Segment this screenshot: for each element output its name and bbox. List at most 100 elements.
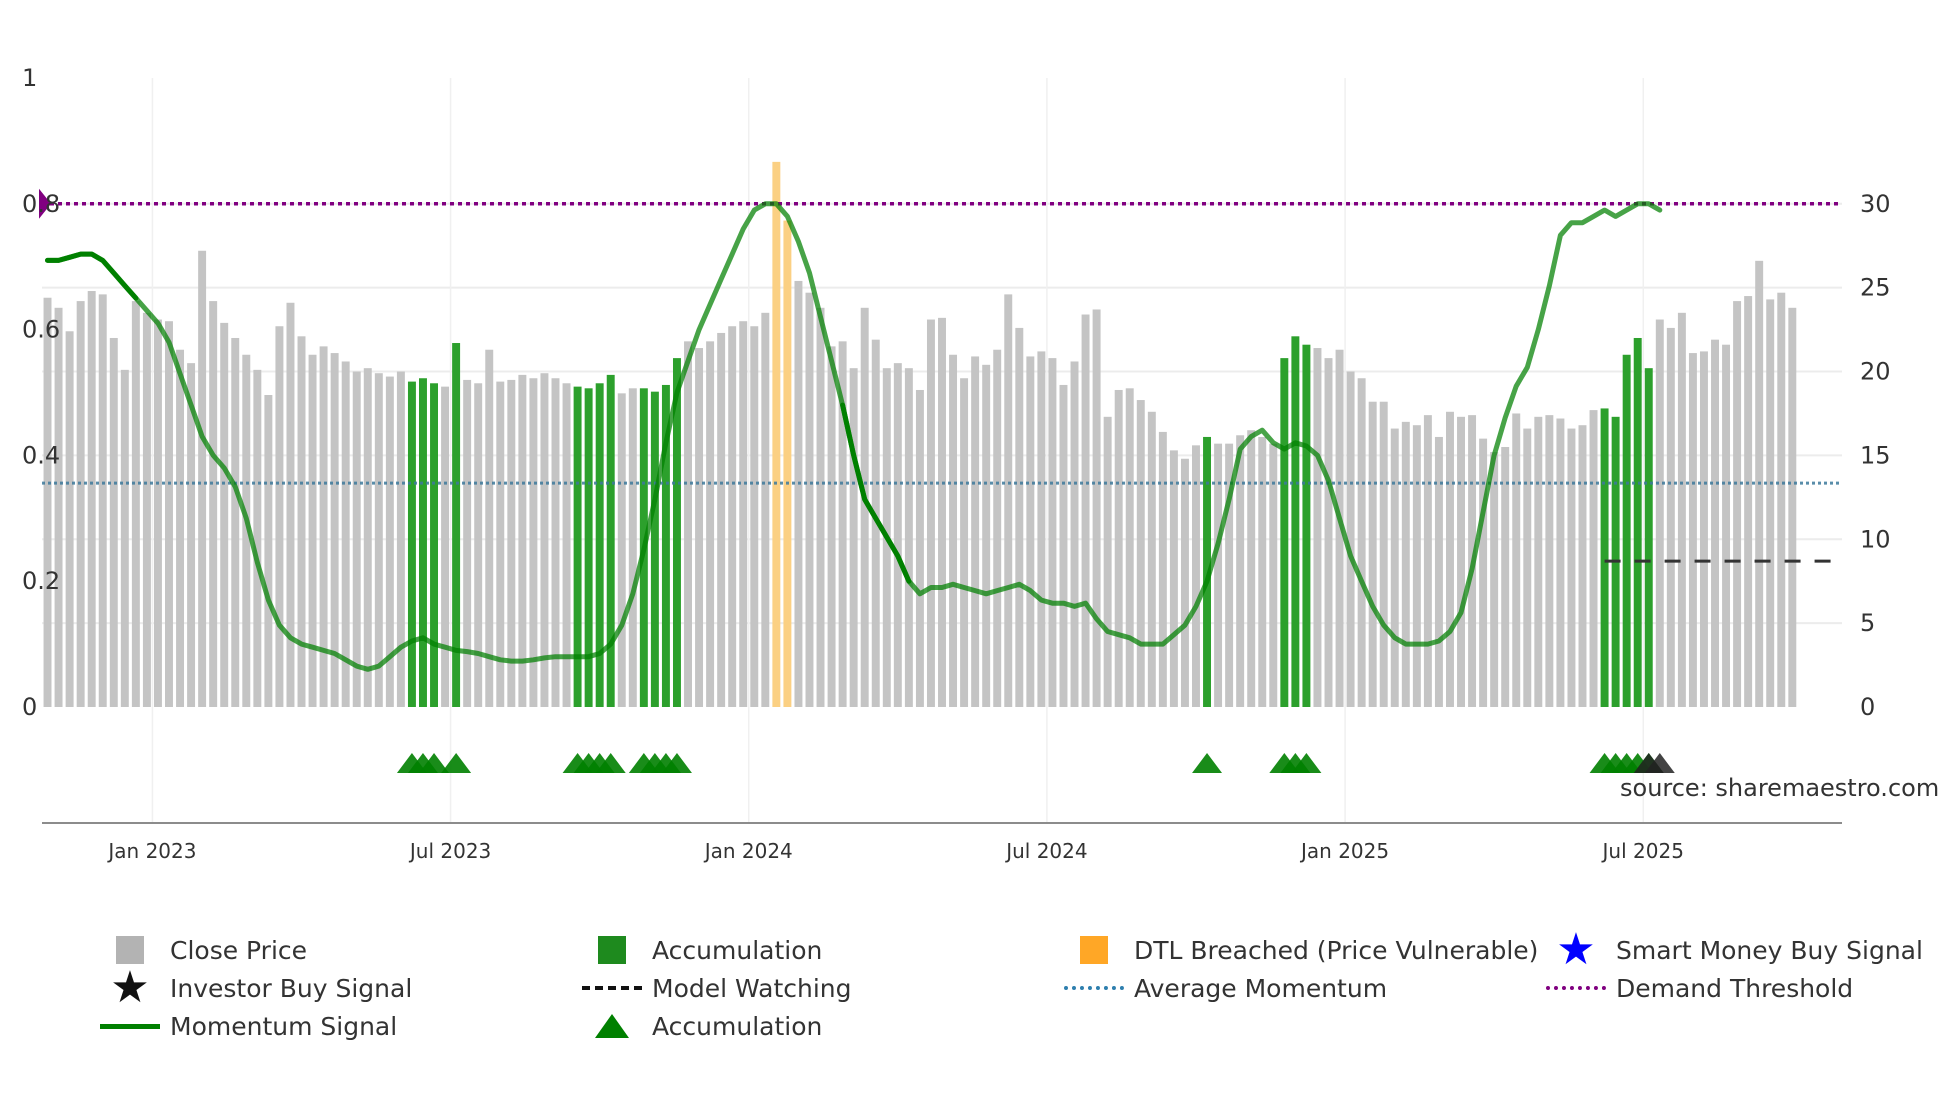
accumulation-bar (573, 386, 582, 707)
close-price-bar (717, 332, 726, 707)
close-price-bar (187, 363, 196, 707)
close-price-bar (1556, 418, 1565, 707)
close-price-bar (1346, 371, 1355, 707)
close-price-bar (982, 364, 991, 707)
left-axis-tick-label: 0 (22, 693, 37, 721)
close-price-bar (1015, 327, 1024, 707)
accumulation-bar (1622, 354, 1631, 707)
close-price-bar (374, 373, 383, 707)
close-price-bar (1390, 428, 1399, 707)
close-price-bar (507, 379, 516, 707)
right-axis-tick-label: 10 (1860, 525, 1891, 553)
close-price-bar (1103, 416, 1112, 707)
accumulation-bar (595, 383, 604, 707)
close-price-bar (1446, 411, 1454, 707)
left-axis-tick-label: 1 (22, 64, 37, 92)
close-price-bar (1501, 447, 1510, 707)
close-price-bar (242, 354, 251, 707)
close-price-bar (1766, 299, 1775, 707)
close-price-bar (1457, 416, 1465, 707)
close-price-bar (176, 349, 185, 707)
close-price-bar (385, 376, 394, 707)
close-price-bar (253, 369, 262, 707)
close-price-bar (1048, 358, 1057, 707)
close-price-bar (1026, 356, 1035, 707)
left-axis-tick-label: 0.2 (22, 567, 60, 595)
close-price-bar (209, 301, 218, 707)
close-price-bar (1169, 450, 1178, 707)
x-axis-tick-label: Jul 2023 (408, 839, 491, 863)
close-price-bar (971, 356, 980, 707)
left-axis-tick-label: 0.4 (22, 441, 60, 469)
close-price-bar (529, 378, 538, 707)
close-price-bar (1412, 425, 1421, 707)
accumulation-bar (1644, 368, 1653, 707)
close-price-bar (1655, 319, 1664, 707)
close-price-bar (65, 331, 74, 707)
close-price-bar (1158, 431, 1167, 707)
accumulation-bar (1600, 408, 1609, 707)
close-price-bar (198, 250, 207, 708)
close-price-bar (120, 369, 129, 707)
close-price-bar (960, 378, 969, 707)
accumulation-bar (606, 374, 615, 707)
close-price-bar (1401, 421, 1410, 707)
accumulation-triangle (1291, 753, 1322, 773)
close-price-bar (286, 302, 295, 707)
accumulation-bar (661, 384, 670, 707)
close-price-bar (1379, 401, 1388, 707)
close-price-bar (750, 326, 759, 707)
close-price-bar (153, 319, 162, 707)
close-price-bar (165, 321, 173, 707)
close-price-bar (330, 353, 339, 707)
accumulation-triangle (441, 753, 472, 773)
accumulation-bar (650, 391, 659, 707)
right-axis-tick-label: 30 (1860, 190, 1891, 218)
close-price-bar (1699, 351, 1708, 707)
momentum-signal-segment (840, 402, 912, 584)
close-price-bar (728, 326, 737, 707)
close-price-bar (1479, 438, 1488, 707)
close-price-bar (87, 291, 96, 707)
close-price-bar (142, 312, 151, 707)
close-price-bar (1147, 411, 1156, 707)
close-price-bar (441, 386, 450, 707)
close-price-bar (1733, 301, 1742, 707)
close-price-bar (1070, 361, 1079, 707)
accumulation-triangle (595, 753, 626, 773)
close-price-bar (849, 368, 858, 707)
close-price-bar (893, 363, 902, 707)
close-price-bar (860, 307, 869, 707)
accumulation-bar (1633, 337, 1642, 707)
close-price-bar (109, 337, 118, 707)
close-price-bar (43, 297, 52, 707)
accumulation-bar (407, 381, 416, 707)
close-price-bar (1324, 358, 1333, 707)
close-price-bar (816, 307, 825, 707)
x-axis-tick-label: Jan 2023 (106, 839, 196, 863)
close-price-bar (926, 319, 935, 707)
close-price-bar (684, 341, 692, 707)
close-price-bar (1567, 428, 1576, 707)
close-price-bar (551, 378, 560, 707)
demand-threshold-marker (39, 188, 51, 219)
accumulation-triangle (419, 753, 450, 773)
close-price-bar (739, 321, 748, 707)
investor-buy-triangle (1644, 753, 1675, 773)
dtl-breached-bar (772, 161, 781, 707)
right-axis-tick-label: 20 (1860, 358, 1891, 386)
close-price-bar (220, 322, 229, 707)
close-price-bar (1688, 353, 1697, 707)
close-price-bar (1711, 339, 1719, 707)
close-price-bar (1666, 327, 1675, 707)
close-price-bar (341, 361, 350, 707)
close-price-bar (1236, 435, 1245, 707)
close-price-bar (617, 393, 626, 707)
close-price-bar (1434, 436, 1443, 707)
close-price-bar (1523, 428, 1532, 707)
close-price-bar (938, 317, 946, 707)
close-price-bar (1534, 416, 1543, 707)
close-price-bar (1722, 344, 1731, 707)
